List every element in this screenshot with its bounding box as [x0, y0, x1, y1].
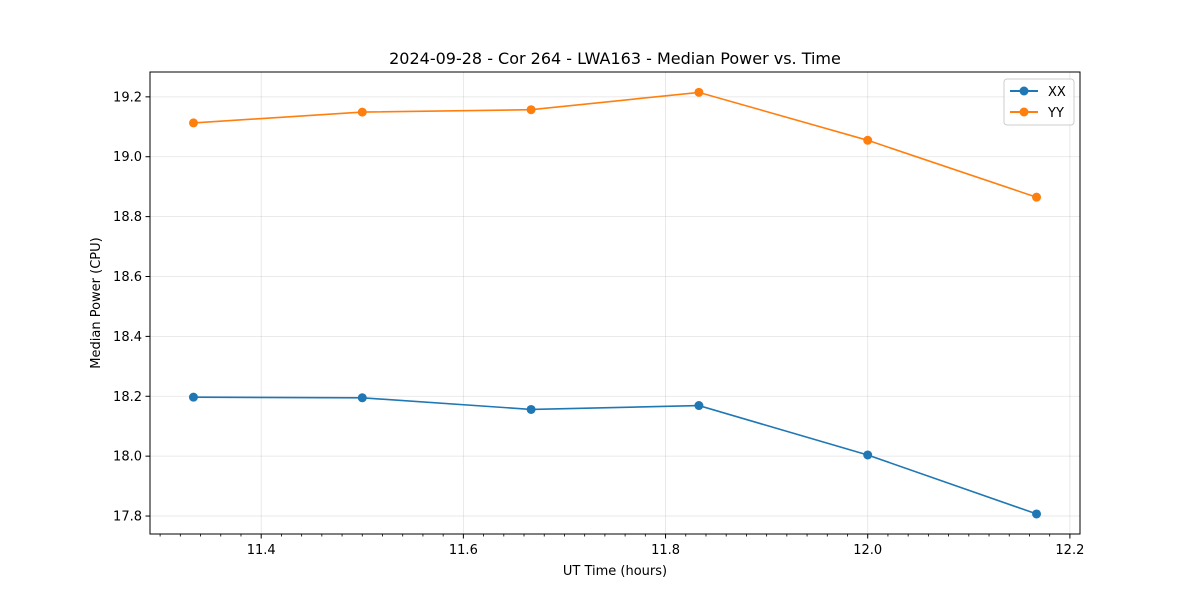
- x-tick-label: 12.2: [1055, 543, 1084, 558]
- legend-label-xx: XX: [1048, 85, 1066, 100]
- x-tick-label: 12.0: [853, 543, 882, 558]
- data-point-xx: [188, 392, 198, 402]
- data-point-xx: [694, 401, 704, 411]
- y-axis-label: Median Power (CPU): [89, 237, 104, 368]
- data-point-xx: [357, 393, 367, 403]
- x-tick-label: 11.8: [651, 543, 680, 558]
- axis-ticks: 11.4 11.6 11.8 12.0 12.2 17.8 18.0 18.2 18.4 18.6…: [113, 90, 1084, 558]
- data-point-yy: [863, 135, 873, 145]
- data-point-yy: [694, 87, 704, 97]
- x-tick-label: 11.4: [247, 543, 276, 558]
- x-tick-label: 11.6: [449, 543, 478, 558]
- data-point-xx: [863, 450, 873, 460]
- data-point-yy: [357, 107, 367, 117]
- grid: [150, 72, 1080, 534]
- y-tick-label: 19.0: [113, 150, 142, 165]
- series-lines: [188, 87, 1042, 519]
- data-point-yy: [188, 118, 198, 128]
- data-point-xx: [1032, 509, 1042, 519]
- y-tick-label: 18.4: [113, 330, 142, 345]
- legend: XX YY: [1003, 78, 1075, 126]
- data-point-yy: [1032, 192, 1042, 202]
- y-tick-label: 19.2: [113, 90, 142, 105]
- y-tick-label: 18.8: [113, 210, 142, 225]
- legend-marker-xx: [1019, 86, 1029, 96]
- x-axis-label: UT Time (hours): [563, 564, 667, 579]
- series-line-xx: [193, 396, 1037, 515]
- data-point-xx: [526, 404, 536, 414]
- y-tick-label: 17.8: [113, 510, 142, 525]
- y-tick-label: 18.6: [113, 270, 142, 285]
- plot-area-frame: [149, 71, 1081, 535]
- legend-label-yy: YY: [1047, 106, 1064, 121]
- chart-title: 2024-09-28 - Cor 264 - LWA163 - Median P…: [389, 49, 841, 68]
- data-point-yy: [526, 105, 536, 115]
- legend-marker-yy: [1019, 107, 1029, 117]
- series-line-yy: [193, 91, 1037, 198]
- y-tick-label: 18.0: [113, 450, 142, 465]
- x-minor-ticks: [159, 534, 1051, 537]
- y-tick-label: 18.2: [113, 390, 142, 405]
